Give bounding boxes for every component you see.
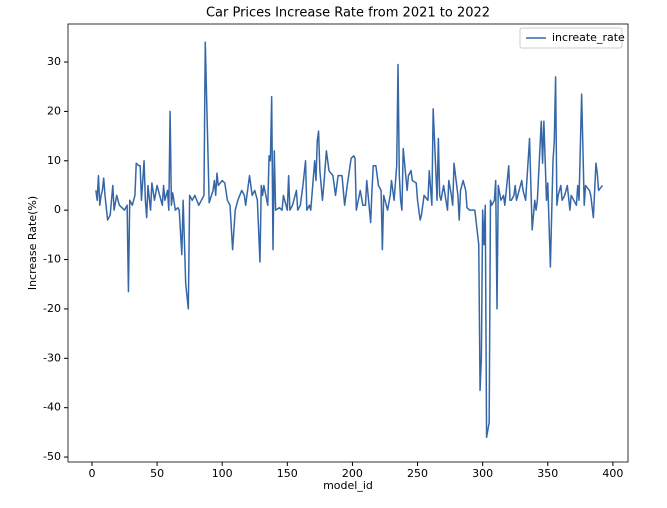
y-axis-label: Increase Rate(%) [26, 196, 39, 290]
y-tick-label: -20 [43, 302, 61, 315]
x-tick-label: 250 [407, 467, 428, 480]
x-tick-label: 350 [537, 467, 558, 480]
y-tick-label: 20 [47, 104, 61, 117]
y-tick-label: 30 [47, 55, 61, 68]
legend-box [519, 27, 623, 49]
chart-title: Car Prices Increase Rate from 2021 to 20… [206, 6, 490, 21]
plot-frame [67, 23, 629, 463]
x-tick-label: 200 [342, 467, 363, 480]
y-tick-label: -10 [43, 253, 61, 266]
y-tick-label: 0 [54, 203, 61, 216]
x-tick-label: 0 [88, 467, 95, 480]
y-tick-label: -40 [43, 401, 61, 414]
x-tick-label: 100 [212, 467, 233, 480]
legend-label: increate_rate [552, 31, 625, 44]
x-tick-label: 400 [602, 467, 623, 480]
x-axis-label: model_id [323, 479, 373, 492]
x-tick-label: 50 [150, 467, 164, 480]
y-tick-label: 10 [47, 154, 61, 167]
x-tick-label: 150 [277, 467, 298, 480]
y-tick-label: -30 [43, 351, 61, 364]
line-series [95, 41, 604, 439]
x-tick-label: 300 [472, 467, 493, 480]
y-tick-label: -50 [43, 450, 61, 463]
